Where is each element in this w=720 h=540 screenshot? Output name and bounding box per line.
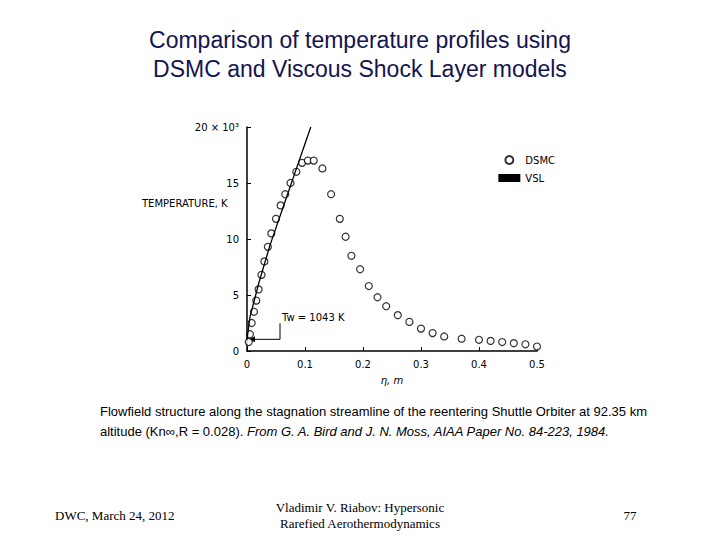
- svg-text:10: 10: [226, 234, 239, 245]
- svg-text:0.4: 0.4: [471, 359, 487, 370]
- svg-text:0: 0: [233, 346, 239, 357]
- html-text:Flowfield structure along the: Flowfield structure along the stagnation…: [100, 404, 647, 439]
- html-text:Rarefied Aerothermodynamics: Rarefied Aerothermodynamics: [280, 516, 440, 531]
- html-text:77: 77: [623, 508, 637, 523]
- html-text:Comparison of temperature prof: Comparison of temperature profiles using: [149, 27, 571, 53]
- svg-text:0.1: 0.1: [297, 359, 313, 370]
- svg-text:TEMPERATURE, K: TEMPERATURE, K: [141, 198, 228, 209]
- svg-text:0.3: 0.3: [413, 359, 429, 370]
- html-text:DSMC and Viscous Shock Layer m: DSMC and Viscous Shock Layer models: [153, 56, 567, 82]
- svg-text:0.5: 0.5: [529, 359, 545, 370]
- svg-text:20 × 10³: 20 × 10³: [195, 122, 239, 133]
- html-text:Vladimir V. Riabov: Hypersonic: Vladimir V. Riabov: Hypersonic: [275, 500, 445, 515]
- svg-text:η, m: η, m: [381, 375, 404, 386]
- svg-text:VSL: VSL: [525, 173, 544, 184]
- svg-text:5: 5: [233, 290, 239, 301]
- svg-text:Tw = 1043 K: Tw = 1043 K: [281, 312, 345, 323]
- svg-text:15: 15: [226, 178, 239, 189]
- svg-text:DSMC: DSMC: [525, 155, 555, 166]
- svg-text:0.2: 0.2: [355, 359, 371, 370]
- html-text:DWC, March 24, 2012: DWC, March 24, 2012: [55, 508, 175, 523]
- svg-text:0: 0: [244, 359, 250, 370]
